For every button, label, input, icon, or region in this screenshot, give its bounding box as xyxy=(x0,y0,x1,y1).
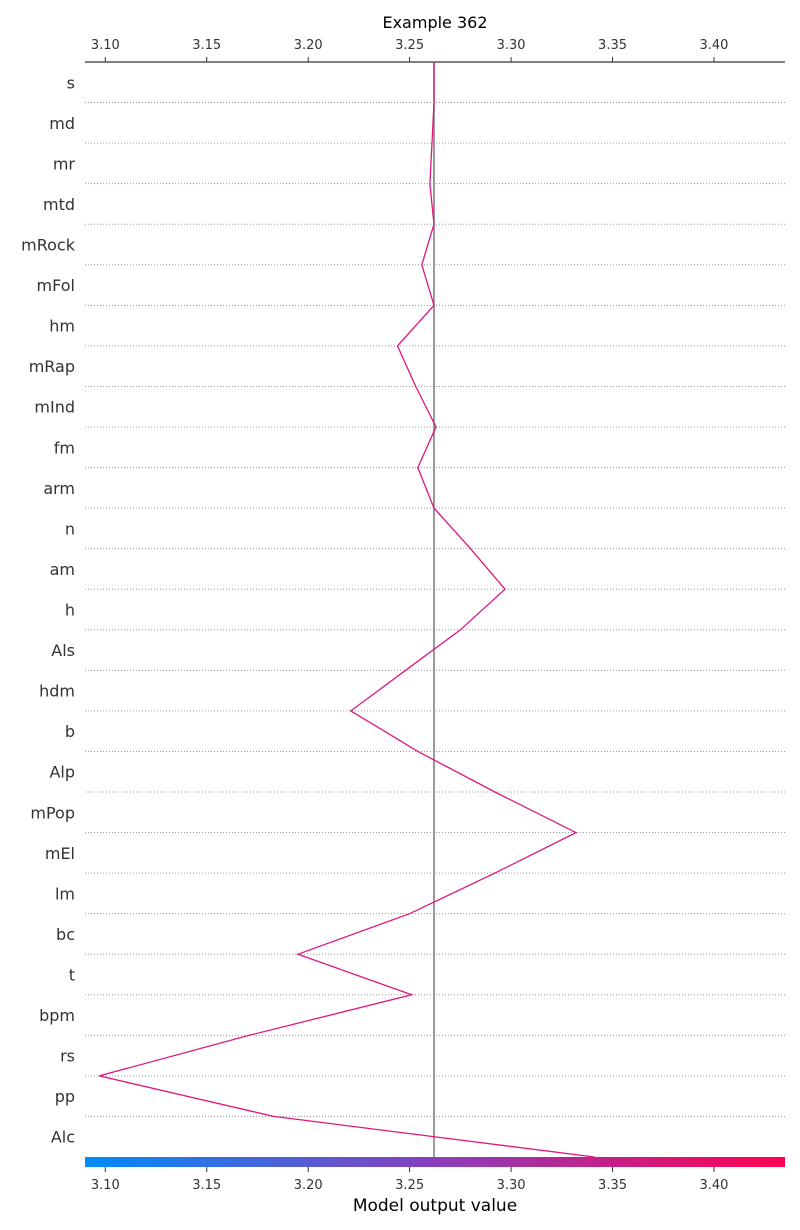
bottom-tick-label: 3.10 xyxy=(91,1178,120,1193)
feature-label: s xyxy=(67,73,75,92)
decision-path-point xyxy=(575,831,577,834)
feature-label: mRock xyxy=(21,236,76,255)
feature-label: hdm xyxy=(39,682,75,701)
feature-label: bpm xyxy=(39,1006,75,1025)
decision-path-point xyxy=(417,750,419,753)
feature-label: am xyxy=(50,560,75,579)
feature-label: mPop xyxy=(30,803,75,822)
colorbar xyxy=(85,1157,785,1167)
decision-path-point xyxy=(504,588,506,590)
decision-path-point xyxy=(297,953,299,955)
decision-path-point xyxy=(429,183,431,185)
bottom-tick-label: 3.30 xyxy=(497,1178,526,1193)
feature-label: t xyxy=(69,966,75,985)
top-axis: 3.10 3.15 3.20 3.25 3.30 3.35 3.40 xyxy=(85,38,785,63)
top-tick-label: 3.10 xyxy=(91,38,120,53)
decision-path-point xyxy=(396,345,399,347)
bottom-tick-label: 3.25 xyxy=(395,1178,424,1193)
feature-label: mFol xyxy=(37,276,75,295)
feature-label: fm xyxy=(54,438,75,457)
feature-label: Alp xyxy=(49,763,75,782)
decision-path-points xyxy=(98,61,595,1158)
bottom-tick-label: 3.35 xyxy=(598,1178,627,1193)
decision-path-point xyxy=(409,913,411,915)
decision-path-point xyxy=(273,1115,275,1118)
feature-label: mr xyxy=(53,154,76,173)
decision-path-point xyxy=(415,385,417,388)
decision-path-point xyxy=(433,304,435,306)
feature-labels: s md mr mtd mRock mFol hm mRap mInd fm arm n am h Als h… xyxy=(21,73,76,1146)
feature-label: lm xyxy=(55,884,75,903)
feature-label: arm xyxy=(43,479,75,498)
top-tick-label: 3.25 xyxy=(395,38,424,53)
decision-path-point xyxy=(433,61,435,63)
feature-label: md xyxy=(49,114,75,133)
decision-path-point xyxy=(417,466,419,469)
feature-label: rs xyxy=(60,1047,75,1066)
decision-path-point xyxy=(248,1034,250,1036)
feature-label: b xyxy=(65,722,75,741)
decision-path-point xyxy=(459,629,461,631)
feature-label: n xyxy=(65,519,75,538)
decision-path-point xyxy=(433,507,435,509)
feature-label: Alc xyxy=(51,1128,75,1147)
top-tick-label: 3.30 xyxy=(497,38,526,53)
top-tick-label: 3.15 xyxy=(192,38,221,53)
feature-label: mEl xyxy=(45,844,75,863)
decision-path-point xyxy=(98,1075,100,1077)
decision-path-point xyxy=(494,872,496,874)
feature-gridlines xyxy=(85,102,785,1117)
bottom-tick-label: 3.15 xyxy=(192,1178,221,1193)
feature-label: hm xyxy=(49,317,75,336)
decision-path-point xyxy=(433,101,435,104)
bottom-axis: 3.10 3.15 3.20 3.25 3.30 3.35 3.40 xyxy=(91,1167,729,1193)
decision-path-point xyxy=(435,426,437,428)
decision-path-point xyxy=(404,669,407,671)
feature-label: Als xyxy=(51,641,75,660)
decision-path-line xyxy=(99,62,595,1158)
x-axis-label: Model output value xyxy=(353,1196,517,1216)
decision-path-point xyxy=(431,142,433,144)
top-tick-label: 3.40 xyxy=(700,38,729,53)
bottom-tick-label: 3.20 xyxy=(294,1178,323,1193)
feature-label: h xyxy=(65,601,75,620)
top-tick-label: 3.20 xyxy=(294,38,323,53)
feature-label: bc xyxy=(56,925,75,944)
chart-title: Example 362 xyxy=(382,13,487,32)
decision-path-point xyxy=(350,710,352,712)
feature-label: pp xyxy=(55,1087,75,1106)
decision-path-point xyxy=(433,223,435,225)
decision-path-point xyxy=(421,264,423,266)
decision-path-point xyxy=(411,994,413,996)
feature-label: mtd xyxy=(43,195,75,214)
feature-label: mRap xyxy=(29,357,75,376)
decision-path-point xyxy=(494,791,496,793)
bottom-tick-label: 3.40 xyxy=(700,1178,729,1193)
feature-label: mInd xyxy=(34,398,75,417)
decision-path-point xyxy=(469,548,472,550)
top-tick-label: 3.35 xyxy=(598,38,627,53)
